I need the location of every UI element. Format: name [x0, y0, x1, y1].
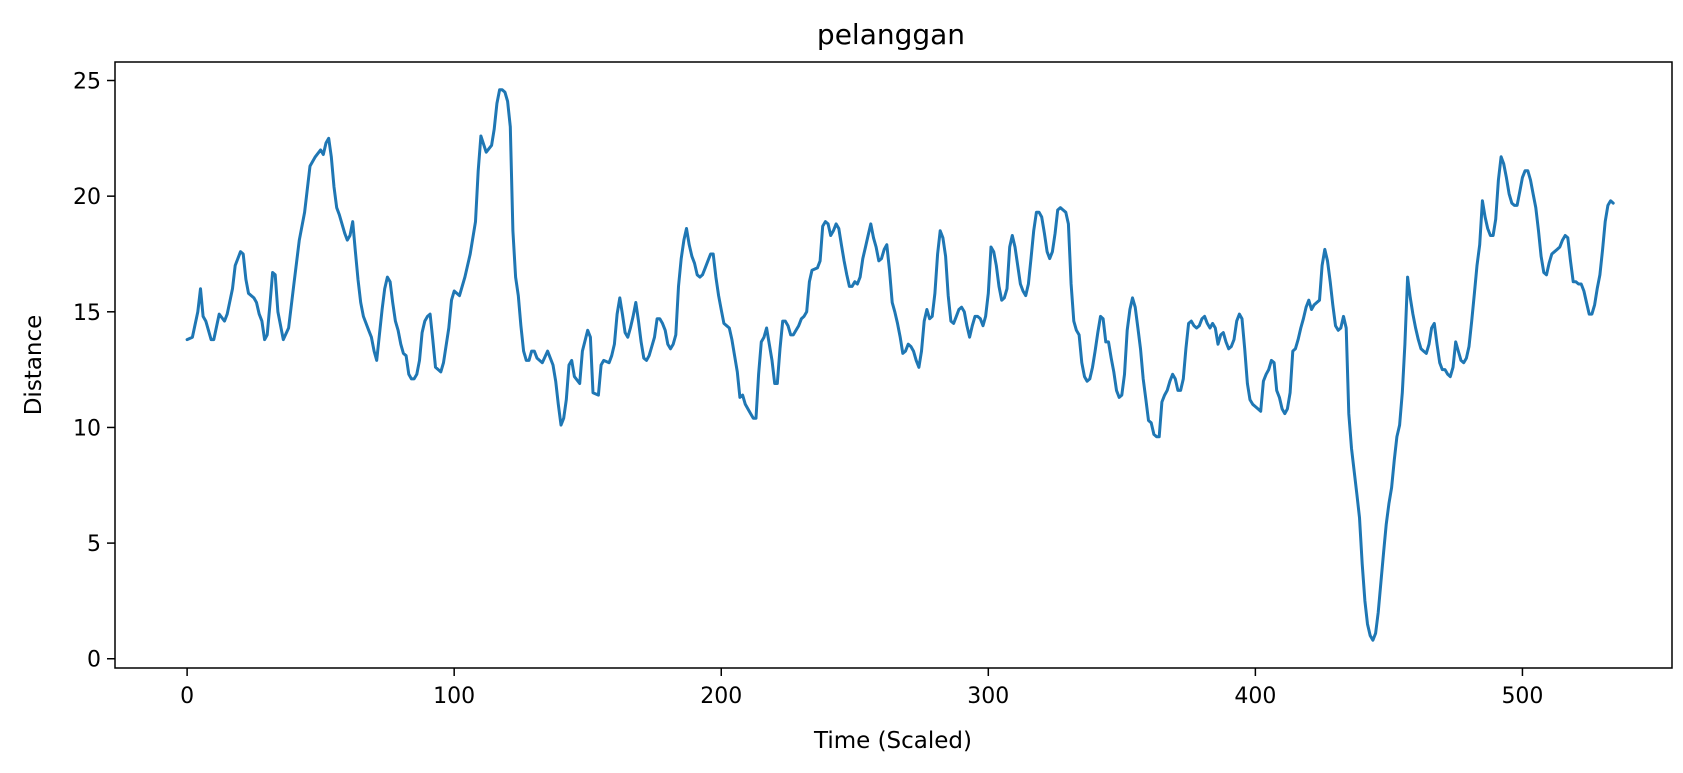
- plot-frame: [114, 61, 1673, 669]
- y-tick-label: 20: [73, 185, 101, 210]
- series-line: [185, 88, 1615, 642]
- x-axis: 0 100 200 300 400 500: [180, 668, 1543, 709]
- x-tick-label: 100: [433, 684, 475, 709]
- x-axis-label: Time (Scaled): [813, 728, 972, 754]
- chart-title: pelanggan: [817, 18, 965, 51]
- y-tick-label: 15: [73, 301, 101, 326]
- y-axis: 0 5 10 15 20 25: [73, 70, 115, 673]
- y-tick-label: 5: [87, 532, 101, 557]
- x-tick-label: 500: [1501, 684, 1543, 709]
- x-tick-label: 0: [180, 684, 194, 709]
- y-tick-label: 25: [73, 70, 101, 95]
- x-tick-label: 400: [1234, 684, 1276, 709]
- x-tick-label: 200: [700, 684, 742, 709]
- y-tick-label: 0: [87, 648, 101, 673]
- y-axis-label: Distance: [21, 315, 47, 416]
- x-tick-label: 300: [967, 684, 1009, 709]
- plot-area: [185, 88, 1615, 642]
- y-tick-label: 10: [73, 416, 101, 441]
